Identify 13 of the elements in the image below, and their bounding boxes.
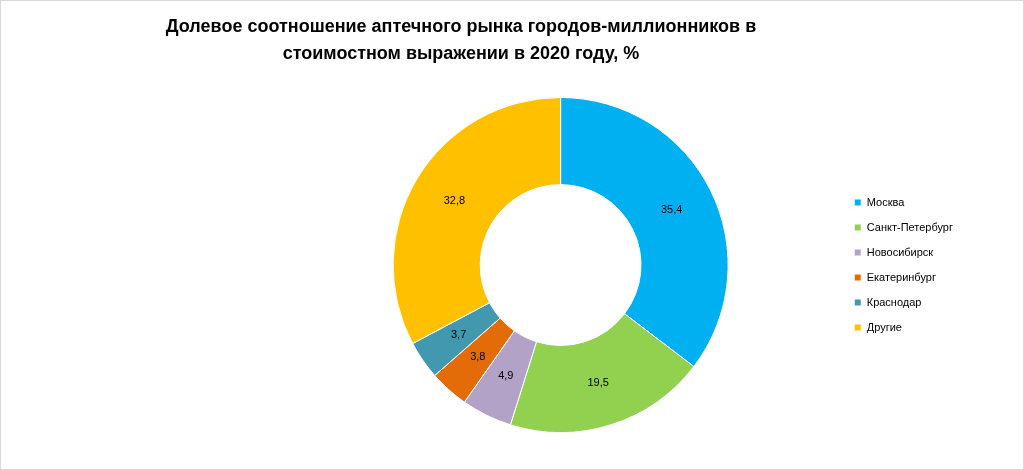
data-label: 32,8 [443, 194, 466, 207]
legend-label: Новосибирск [866, 245, 934, 258]
legend-label: Санкт-Петербург [866, 220, 954, 233]
data-label: 19,5 [587, 376, 609, 389]
legend-label: Екатеринбург [866, 270, 936, 283]
data-label: 35,4 [660, 203, 683, 216]
legend-label: Москва [866, 195, 906, 208]
chart-title: Долевое соотношение аптечного рынка городов-миллионников в стоимостном выражении в 2020 году, % [164, 15, 758, 65]
legend-label: Краснодар [866, 295, 922, 308]
data-label: 3,8 [470, 350, 486, 363]
data-label: 4,9 [498, 369, 514, 382]
legend-label: Другие [866, 320, 902, 333]
data-label: 3,7 [450, 328, 467, 341]
